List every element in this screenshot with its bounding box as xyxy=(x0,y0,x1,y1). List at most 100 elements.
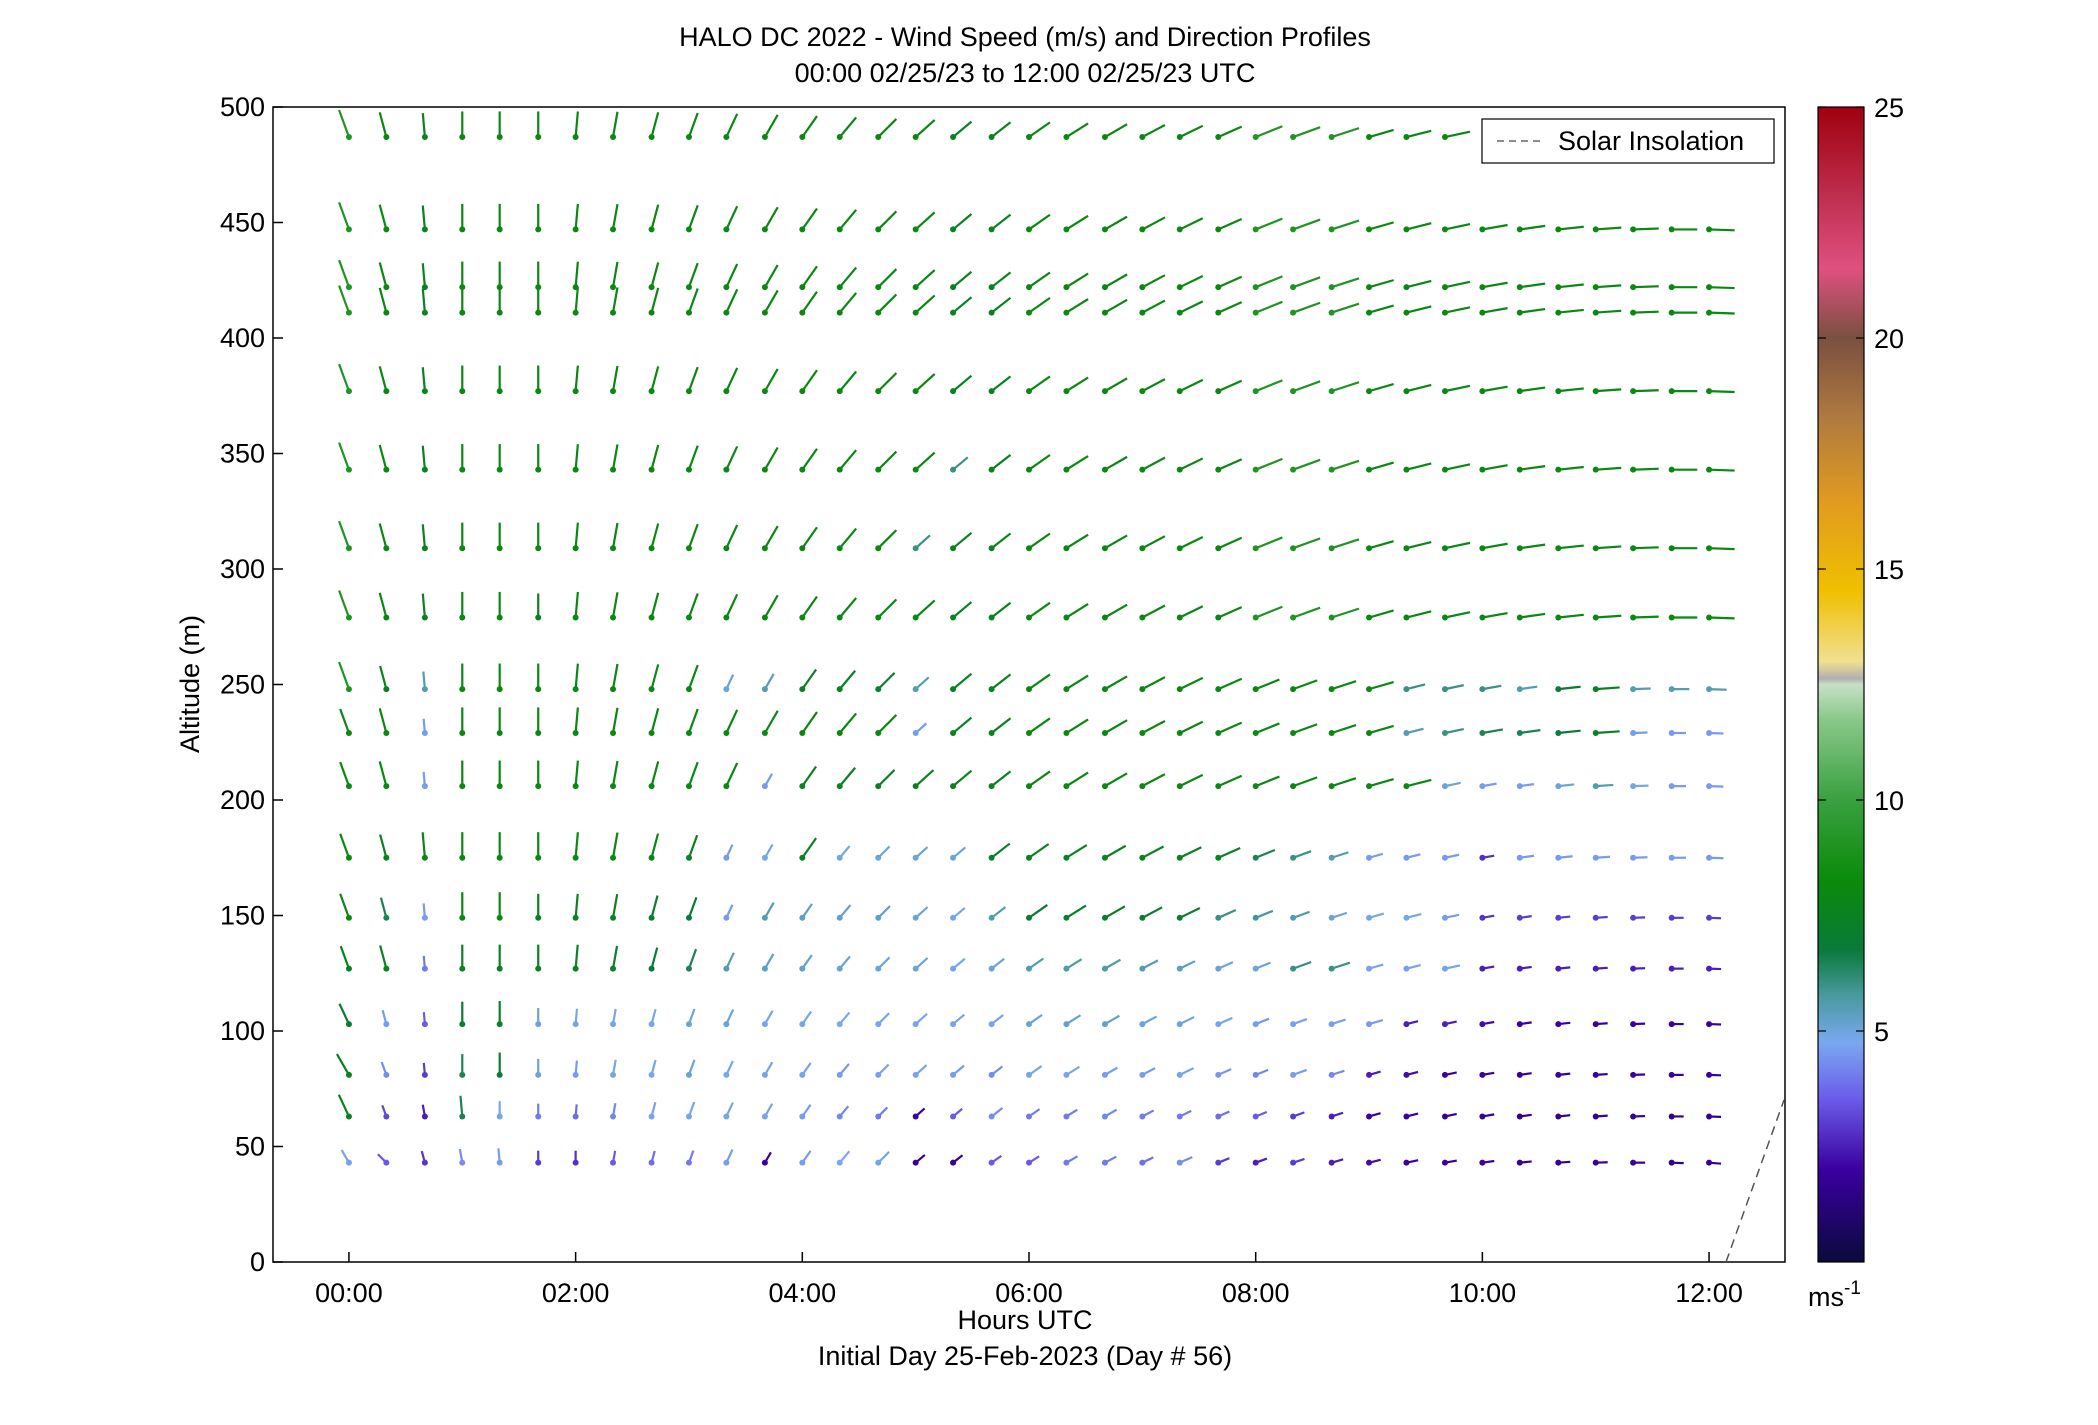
wind-arrow-shaft xyxy=(725,205,739,230)
wind-arrow-base xyxy=(1215,614,1222,621)
wind-arrow-base xyxy=(610,388,617,395)
wind-arrow-shaft xyxy=(335,1053,350,1076)
wind-arrow-base xyxy=(1592,226,1599,233)
wind-arrow-base xyxy=(1516,854,1523,861)
wind-arrow-shaft xyxy=(877,529,898,549)
legend: Solar Insolation xyxy=(1481,118,1775,164)
wind-arrow-base xyxy=(1139,1159,1146,1166)
wind-arrow-base xyxy=(572,854,579,861)
wind-arrow-base xyxy=(496,134,503,141)
wind-arrow-base xyxy=(1668,730,1675,737)
wind-arrow-base xyxy=(345,1159,352,1166)
wind-arrow-base xyxy=(421,614,428,621)
x-tick-label: 08:00 xyxy=(1222,1278,1290,1308)
wind-arrow-base xyxy=(1101,686,1108,693)
wind-arrow-base xyxy=(421,1071,428,1078)
wind-arrow-base xyxy=(1290,614,1297,621)
wind-arrow-base xyxy=(1252,134,1259,141)
wind-arrow-shaft xyxy=(611,945,619,969)
wind-arrow-shaft xyxy=(1028,673,1051,691)
wind-arrow-shaft xyxy=(1141,604,1166,619)
wind-arrow-base xyxy=(988,914,995,921)
wind-arrow-shaft xyxy=(339,893,350,919)
wind-arrow-shaft xyxy=(1595,284,1622,289)
wind-arrow-base xyxy=(799,965,806,972)
wind-arrow-shaft xyxy=(1633,310,1659,314)
wind-arrow-shaft xyxy=(877,210,898,231)
wind-arrow-shaft xyxy=(838,266,858,288)
wind-arrow-base xyxy=(799,388,806,395)
wind-arrow-base xyxy=(1328,965,1335,972)
wind-arrow-base xyxy=(648,466,655,473)
wind-arrow-base xyxy=(1366,226,1373,233)
wind-arrow-shaft xyxy=(611,707,619,734)
wind-arrow-base xyxy=(610,1071,617,1078)
wind-arrow-shaft xyxy=(1028,271,1051,289)
wind-arrow-base xyxy=(1592,545,1599,552)
wind-arrow-base xyxy=(1290,1159,1297,1166)
wind-arrow-shaft xyxy=(1255,217,1283,231)
wind-arrow-base xyxy=(496,854,503,861)
wind-arrow-base xyxy=(988,614,995,621)
wind-arrow-shaft xyxy=(611,522,619,549)
wind-arrow-shaft xyxy=(378,523,388,549)
wind-arrow-base xyxy=(1063,614,1070,621)
wind-arrow-base xyxy=(950,730,957,737)
wind-arrow-base xyxy=(1516,1159,1523,1166)
y-tick-label: 300 xyxy=(220,554,265,584)
wind-arrow-base xyxy=(1441,614,1448,621)
wind-arrow-base xyxy=(459,686,466,693)
wind-arrow-base xyxy=(345,388,352,395)
wind-arrow-shaft xyxy=(1633,615,1659,619)
wind-arrow-base xyxy=(875,388,882,395)
wind-arrow-shaft xyxy=(1065,455,1089,471)
wind-arrow-base xyxy=(383,1159,390,1166)
wind-arrow-base xyxy=(761,1021,768,1028)
wind-arrow-base xyxy=(1366,1071,1373,1078)
wind-arrow-base xyxy=(836,730,843,737)
wind-arrow-shaft xyxy=(1217,846,1241,859)
wind-arrow-base xyxy=(761,614,768,621)
wind-arrow-shaft xyxy=(1217,218,1243,231)
wind-arrow-base xyxy=(723,284,730,291)
wind-arrow-shaft xyxy=(650,204,660,230)
wind-arrow-base xyxy=(1063,914,1070,921)
wind-arrow-shaft xyxy=(725,762,739,787)
wind-arrow-base xyxy=(1101,466,1108,473)
wind-arrow-base xyxy=(383,965,390,972)
wind-arrow-shaft xyxy=(574,591,579,618)
wind-arrow-base xyxy=(1366,783,1373,790)
wind-arrow-base xyxy=(421,226,428,233)
wind-arrow-shaft xyxy=(1558,387,1584,393)
wind-arrow-base xyxy=(1403,614,1410,621)
wind-arrow-shaft xyxy=(914,269,936,288)
wind-arrow-shaft xyxy=(1065,214,1089,231)
x-tick-label: 10:00 xyxy=(1449,1278,1517,1308)
wind-arrow-shaft xyxy=(1595,686,1620,691)
wind-arrow-shaft xyxy=(914,599,936,619)
colorbar-tick-label: 15 xyxy=(1874,555,1904,585)
wind-arrow-base xyxy=(1441,783,1448,790)
wind-arrow-base xyxy=(1328,466,1335,473)
wind-arrow-base xyxy=(1668,284,1675,291)
wind-arrow-base xyxy=(1592,686,1599,693)
wind-arrow-base xyxy=(1026,686,1032,693)
wind-arrow-shaft xyxy=(952,296,973,314)
wind-arrow-shaft xyxy=(1519,224,1546,231)
wind-arrow-base xyxy=(685,226,692,233)
wind-arrow-base xyxy=(1290,388,1297,395)
wind-arrow-shaft xyxy=(339,945,350,970)
wind-arrow-base xyxy=(1366,854,1373,861)
wind-arrow-base xyxy=(648,914,655,921)
wind-arrow-base xyxy=(723,1159,730,1166)
wind-arrow-base xyxy=(459,783,466,790)
wind-arrow-base xyxy=(1063,545,1070,552)
wind-arrow-base xyxy=(836,914,843,921)
wind-arrow-base xyxy=(1403,783,1410,790)
wind-arrow-shaft xyxy=(1444,280,1471,289)
wind-arrow-shaft xyxy=(611,893,619,919)
wind-arrow-base xyxy=(1516,1071,1523,1078)
y-tick-label: 400 xyxy=(220,323,265,353)
wind-arrow-shaft xyxy=(421,593,426,618)
wind-arrow-base xyxy=(1479,226,1486,233)
